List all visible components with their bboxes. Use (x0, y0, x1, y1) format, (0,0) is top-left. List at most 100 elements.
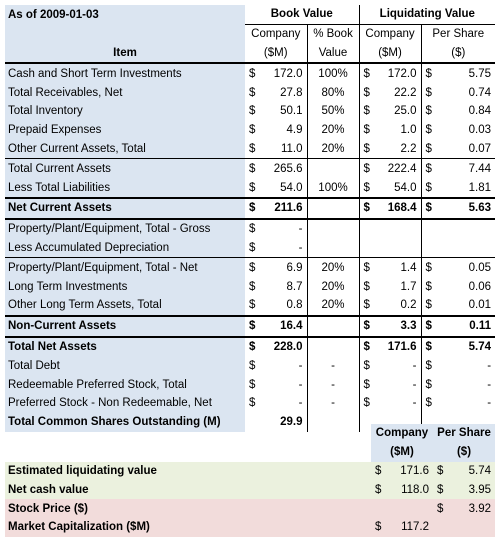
liq-value: 168.4 (375, 196, 422, 220)
row-label: Total Receivables, Net (5, 83, 245, 102)
per-share-value (437, 219, 495, 239)
item-header: Item (5, 43, 245, 65)
header-row-2: Company % Book Company Per Share (5, 23, 496, 44)
liq-value (375, 219, 421, 239)
table-row: Property/Plant/Equipment, Total - Net $6.… (5, 257, 496, 278)
row-label: Preferred Stock - Non Redeemable, Net (5, 393, 245, 413)
per-share-value: 0.84 (468, 105, 492, 118)
table-row: Other Long Term Assets, Total $0.8 20% $0.2… (5, 295, 495, 316)
per-share-dollar: $ (420, 335, 438, 357)
liq-dollar: $ (358, 393, 376, 413)
per-share-dollar: $ (420, 158, 438, 179)
book-value: - (298, 241, 303, 254)
pct-book-unit: Value (306, 43, 360, 65)
book-value-header: Book Value (270, 8, 333, 21)
pct-book-value: 20% (306, 277, 360, 296)
pct-book-value (306, 158, 360, 179)
liq-dollar: $ (358, 139, 376, 159)
per-share-dollar (420, 218, 438, 239)
row-label: Redeemable Preferred Stock, Total (5, 375, 245, 394)
summary-company-header: Company (371, 424, 433, 443)
row-label: Total Net Assets (5, 335, 245, 357)
liq-dollar (358, 412, 376, 432)
liq-company-unit: ($M) (358, 43, 422, 65)
row-label: Long Term Investments (5, 277, 245, 296)
pct-book-value: 20% (306, 139, 360, 159)
per-share-value: 0.06 (468, 280, 492, 293)
book-dollar: $ (249, 142, 256, 155)
table-row: Total Inventory $50.1 50% $25.0 $0.84 (5, 101, 495, 121)
book-dollar: $ (249, 67, 256, 80)
header-row-3: Item ($M) Value ($M) ($) (5, 43, 496, 65)
pct-book-header: % Book (306, 23, 360, 44)
row-label: Other Current Assets, Total (5, 139, 245, 159)
table-row: Redeemable Preferred Stock, Total $ - - $ - $ - (5, 375, 495, 394)
liq-value: 2.2 (400, 142, 417, 155)
summary-per-share-dollar: $ (433, 499, 449, 518)
row-label: Less Total Liabilities (5, 178, 245, 198)
summary-label: Market Capitalization ($M) (5, 517, 371, 537)
summary-per-share-header: Per Share (433, 424, 496, 443)
book-dollar: $ (249, 299, 256, 312)
book-company-unit: ($M) (245, 43, 307, 65)
book-dollar: $ (249, 181, 256, 194)
liq-dollar: $ (358, 257, 376, 278)
liq-value (375, 239, 421, 258)
book-value: 228.0 (261, 335, 307, 357)
row-label: Total Debt (5, 356, 245, 376)
book-value: 29.9 (280, 416, 303, 429)
liq-value: 25.0 (394, 105, 417, 118)
table-row: Total Current Assets $265.6 $222.4 $7.44 (5, 158, 496, 179)
liq-dollar (358, 238, 376, 258)
per-share-value: 0.11 (437, 314, 496, 338)
book-value: 172.0 (273, 67, 303, 80)
liq-dollar: $ (358, 196, 376, 220)
liq-dollar: $ (358, 356, 376, 376)
book-dollar: $ (245, 196, 261, 220)
book-value: 50.1 (280, 105, 303, 118)
per-share-value: 0.01 (468, 299, 492, 312)
table-row: Total Receivables, Net $27.8 80% $22.2 $0.74 (5, 83, 495, 102)
summary-per-share-dollar: $ (433, 461, 449, 481)
summary-company-dollar (371, 499, 387, 518)
liq-dollar: $ (358, 83, 376, 102)
per-share-value: 5.75 (468, 67, 492, 80)
book-value: - (298, 359, 303, 372)
row-label: Total Current Assets (5, 158, 245, 179)
summary-company-dollar: $ (371, 461, 387, 481)
table-row: Net Current Assets $211.6 $168.4 $5.63 (5, 196, 496, 220)
book-value: - (298, 397, 303, 410)
liq-dollar (358, 218, 376, 239)
per-share-dollar: $ (420, 277, 438, 296)
book-dollar: $ (249, 223, 256, 236)
liq-value: 0.2 (400, 299, 417, 312)
per-share-unit: ($) (420, 43, 496, 65)
summary-per-share-dollar (433, 517, 449, 537)
per-share-value: - (487, 359, 492, 372)
per-share-dollar: $ (420, 139, 438, 159)
liq-dollar: $ (358, 295, 376, 316)
table-row: Total Debt $ - - $ - $ - (5, 356, 495, 376)
summary-per-share-value: 3.92 (449, 499, 496, 518)
book-value: 54.0 (280, 181, 303, 194)
header-row-1: As of 2009-01-03 Book Value Liquidating … (5, 5, 496, 25)
summary-company-value: 171.6 (387, 461, 433, 481)
row-label: Other Long Term Assets, Total (5, 295, 245, 316)
table-row: Other Current Assets, Total $11.0 20% $2.2 $… (5, 139, 495, 159)
table-row: Prepaid Expenses $4.9 20% $1.0 $0.03 (5, 120, 495, 140)
summary-per-share-value: 3.95 (449, 480, 496, 500)
liq-value: 1.0 (400, 124, 417, 137)
table-row: Less Total Liabilities $54.0 100% $54.0 $1.8… (5, 178, 495, 198)
liq-value: 222.4 (375, 158, 422, 179)
row-label: Cash and Short Term Investments (5, 63, 245, 84)
pct-book-value: - (306, 393, 360, 413)
pct-book-value (306, 218, 360, 239)
book-value: 4.9 (286, 124, 303, 137)
summary-table: Company Per Share ($M) ($) Estimated liq… (5, 424, 496, 537)
summary-company-value: 117.2 (387, 517, 433, 537)
row-label: Property/Plant/Equipment, Total - Gross (5, 218, 245, 239)
per-share-value: 0.05 (437, 257, 496, 278)
as-of-date: As of 2009-01-03 (5, 5, 245, 25)
per-share-value: 5.63 (437, 196, 496, 220)
per-share-dollar: $ (420, 393, 438, 413)
